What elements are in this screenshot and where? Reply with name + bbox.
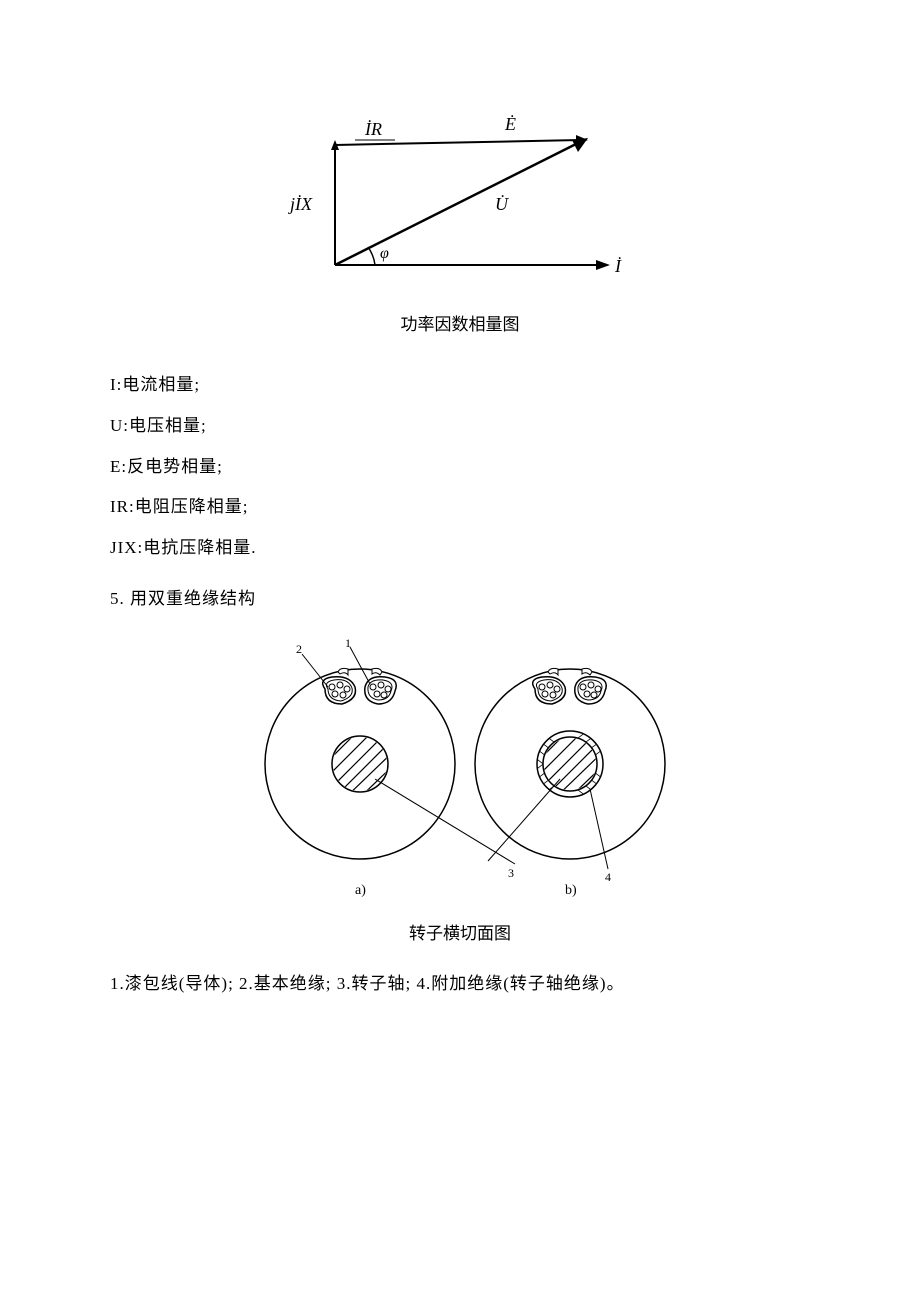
svg-text:İR: İR [364,119,382,139]
legend-item-u: U:电压相量; [110,406,810,447]
rotor-legend: 1.漆包线(导体); 2.基本绝缘; 3.转子轴; 4.附加绝缘(转子轴绝缘)。 [110,969,810,994]
rotor-caption: 转子横切面图 [110,919,810,944]
phasor-diagram-container: İR Ė jİX U̇ φ İ [110,100,810,290]
svg-text:U̇: U̇ [495,193,509,214]
legend-item-e: E:反电势相量; [110,447,810,488]
svg-text:3: 3 [508,866,514,880]
svg-text:φ: φ [380,245,389,262]
section-5-title: 5. 用双重绝缘结构 [110,584,810,609]
phasor-caption: 功率因数相量图 [110,310,810,335]
legend-item-ir: IR:电阻压降相量; [110,487,810,528]
legend-item-jix: JIX:电抗压降相量. [110,528,810,569]
svg-text:Ė: Ė [504,114,516,134]
svg-text:b): b) [565,883,577,898]
svg-text:a): a) [355,883,366,898]
rotor-svg: a) 1 2 [220,639,700,904]
svg-text:4: 4 [605,870,611,884]
svg-text:2: 2 [296,642,302,656]
svg-text:1: 1 [345,639,351,650]
legend-item-i: I:电流相量; [110,365,810,406]
phasor-legend-list: I:电流相量; U:电压相量; E:反电势相量; IR:电阻压降相量; JIX:… [110,365,810,569]
phasor-svg: İR Ė jİX U̇ φ İ [280,100,640,290]
svg-text:İ: İ [614,256,622,276]
rotor-diagram-container: a) 1 2 [110,639,810,904]
svg-text:jİX: jİX [288,194,313,214]
